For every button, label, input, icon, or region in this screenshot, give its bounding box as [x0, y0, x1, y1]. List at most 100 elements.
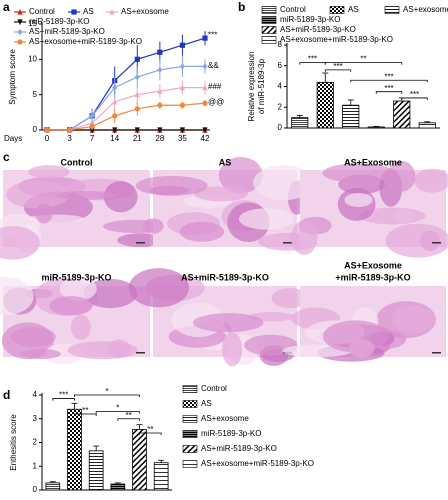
tissue [392, 305, 435, 333]
legend-swatch [261, 36, 277, 44]
y-tick-label: 15 [28, 19, 37, 28]
legend-swatch [261, 6, 277, 14]
tissue [103, 181, 138, 213]
significance: *** [333, 62, 342, 71]
bar [418, 122, 436, 129]
series-line [47, 65, 205, 131]
tissue [28, 165, 70, 179]
significance: * [116, 404, 119, 413]
marker [17, 39, 23, 45]
marker [109, 8, 115, 15]
tissue [238, 208, 294, 230]
legend-swatch [384, 6, 400, 14]
legend-label: AS+exosome [403, 5, 448, 14]
histology-image [128, 268, 308, 367]
x-axis-label: Days [4, 134, 22, 143]
tissue [291, 220, 318, 255]
tissue [0, 276, 34, 316]
significance-bracket [95, 411, 140, 414]
significance: ** [147, 425, 153, 434]
bar [153, 462, 169, 491]
tissue [387, 160, 416, 192]
tissue [193, 186, 249, 202]
marker [44, 127, 50, 133]
y-tick-label: 10 [28, 54, 37, 63]
marker [157, 49, 163, 55]
tissue [20, 349, 62, 359]
histology-image [0, 165, 168, 260]
y-tick-label: 0 [278, 123, 283, 132]
significance: *** [308, 55, 317, 64]
tissue [253, 165, 314, 201]
marker [179, 42, 186, 48]
legend-label: Control [201, 384, 227, 393]
legend-label: miR-5189-3p-KO [29, 17, 89, 26]
significance-bracket [74, 413, 97, 416]
significance-bracket [52, 398, 75, 401]
legend-label: AS [348, 5, 359, 14]
scale-bar [432, 352, 441, 354]
series-line [47, 87, 205, 131]
marker [89, 112, 95, 119]
y-tick-label: 0 [33, 485, 38, 494]
marker [202, 84, 208, 91]
marker [157, 88, 163, 94]
tissue [142, 218, 164, 234]
y-tick-label: 0 [33, 125, 38, 134]
tissue [193, 313, 264, 333]
bar [67, 408, 82, 491]
tissue [70, 314, 91, 340]
marker [17, 8, 23, 15]
significance-bracket [324, 69, 352, 72]
tissue [322, 163, 395, 183]
scale-bar [136, 352, 145, 354]
histology-image [291, 160, 448, 258]
x-tick-label: 28 [155, 134, 164, 143]
marker [17, 19, 23, 26]
marker [202, 127, 208, 134]
y-tick-label: 4 [278, 82, 283, 91]
tissue [59, 276, 97, 301]
panel-label: d [3, 388, 10, 402]
panel-label: b [238, 0, 245, 14]
significance-bracket [74, 394, 140, 397]
significance-bracket [401, 97, 428, 100]
legend-label: Control [29, 7, 55, 16]
tissue [271, 288, 308, 309]
legend-swatch [329, 6, 345, 14]
tissue [67, 341, 139, 360]
significance: *** [384, 72, 393, 81]
histology-label: AS+miR-5189-3p-KO [181, 272, 269, 282]
histology-label: AS+Exosome [344, 260, 402, 270]
marker [179, 102, 186, 108]
tissue [348, 339, 375, 358]
marker [179, 84, 186, 91]
series-line [47, 37, 206, 131]
marker [17, 28, 23, 36]
scale-bar [432, 242, 441, 244]
significance-bracket [375, 91, 403, 94]
marker [134, 73, 140, 81]
significance: *** [59, 391, 68, 400]
histology-label: miR-5189-3p-KO [41, 272, 111, 282]
significance: *** [208, 30, 217, 39]
bar [291, 117, 309, 129]
marker [71, 9, 77, 15]
legend-label: miR-5189-3p-KO [201, 429, 261, 438]
legend-swatch [182, 415, 198, 423]
y-tick-label: 2 [33, 438, 38, 447]
x-tick-label: 21 [133, 134, 142, 143]
series-line [47, 102, 206, 131]
marker [112, 84, 118, 91]
marker [89, 123, 95, 130]
histology-label: +miR-5189-3p-KO [335, 272, 410, 282]
marker [202, 100, 208, 106]
legend-swatch [182, 460, 198, 468]
tissue [222, 332, 243, 367]
y-axis-label: Enthesitis score [9, 414, 18, 471]
scale-bar [136, 242, 145, 244]
scale-bar [283, 242, 292, 244]
tissue [413, 168, 448, 193]
y-tick-label: 1 [33, 461, 38, 470]
